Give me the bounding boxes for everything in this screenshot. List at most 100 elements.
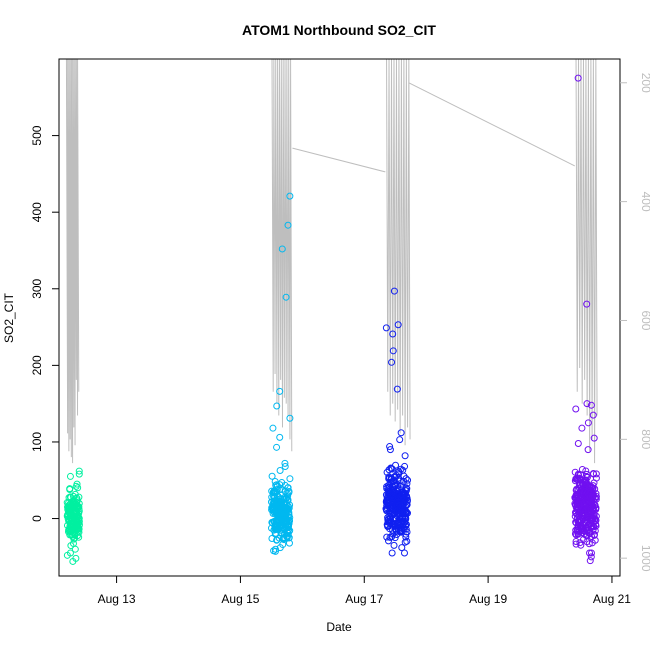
data-point [397,496,405,504]
data-point [389,330,397,338]
data-point [285,510,293,518]
data-point [70,514,78,522]
data-point [572,537,580,545]
data-point [385,488,393,496]
y-tick-label: 200 [30,355,44,375]
data-point [581,503,589,511]
x-axis: Aug 13 Aug 15 Aug 17 Aug 19 Aug 21 [98,576,631,606]
data-point [586,557,594,565]
data-point [402,520,410,528]
data-point [574,74,582,82]
data-point [384,514,392,522]
data-point [271,522,279,530]
chart-title: ATOM1 Northbound SO2_CIT [242,22,436,38]
data-point [278,245,286,253]
data-point [280,536,288,544]
data-point [74,484,82,492]
data-point [280,511,288,519]
data-point [66,549,74,557]
data-point [403,501,411,509]
data-point [276,433,284,441]
data-point [578,524,586,532]
data-point [587,553,595,561]
data-point [69,500,77,508]
data-point [393,385,401,393]
data-point [584,446,592,454]
data-point [572,540,580,548]
data-point [275,500,283,508]
data-point [71,545,79,553]
data-point [270,526,278,534]
data-point [400,549,408,557]
y2-tick-label: 200 [639,73,650,93]
data-point [280,520,288,528]
data-point [402,533,410,541]
y2-tick-label: 1000 [639,545,650,572]
data-point [281,462,289,470]
data-point [401,538,409,546]
data-point [389,347,397,355]
data-point [388,487,396,495]
data-point [403,492,411,500]
data-point [388,549,396,557]
data-point [388,358,396,366]
data-point [402,508,410,516]
data-point [392,461,400,469]
data-point [284,484,292,492]
trajectory-connector [292,147,386,173]
data-point [385,475,393,483]
data-point [579,480,587,488]
data-point [71,531,79,539]
trajectory-connector [408,82,576,167]
data-point [281,459,289,467]
data-point [586,492,594,500]
data-point [580,499,588,507]
data-point [587,489,595,497]
data-point [283,519,291,527]
data-point [588,515,596,523]
data-point [270,487,278,495]
data-point [276,467,284,475]
points-layer [63,74,600,565]
data-point [394,502,402,510]
data-point [573,525,581,533]
data-point [386,525,394,533]
data-point [572,405,580,413]
data-point [580,477,588,485]
data-point [398,544,406,552]
data-point [385,499,393,507]
data-point [69,557,77,565]
data-point [389,488,397,496]
data-point [278,520,286,528]
data-point [286,192,294,200]
y-tick-label: 100 [30,432,44,452]
data-point [271,530,279,538]
data-point [276,387,284,395]
data-point [576,539,584,547]
data-point [396,436,404,444]
y-axis: 0 100 200 300 400 500 [30,125,59,522]
x-tick-label: Aug 21 [593,592,631,606]
plot-frame [58,58,621,577]
data-point [273,443,281,451]
data-point [392,471,400,479]
data-point [592,470,600,478]
data-point [402,530,410,538]
data-point [386,446,394,454]
trajectory-segment [386,58,411,446]
data-point [285,539,293,547]
data-point [398,508,406,516]
data-point [284,221,292,229]
data-point [585,540,593,548]
data-point [75,467,83,475]
data-point [585,484,593,492]
data-point [401,452,409,460]
data-point [389,483,397,491]
data-point [583,400,591,408]
data-point [574,439,582,447]
y2-tick-label: 600 [639,310,650,330]
data-point [71,534,79,542]
y-tick-label: 400 [30,202,44,222]
data-point [268,472,276,480]
